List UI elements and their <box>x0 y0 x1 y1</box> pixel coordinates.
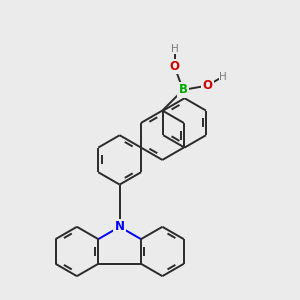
Text: B: B <box>178 83 188 96</box>
Text: N: N <box>115 220 124 233</box>
Text: O: O <box>169 60 180 73</box>
Text: H: H <box>171 44 178 53</box>
Text: O: O <box>202 79 212 92</box>
Text: H: H <box>219 71 227 82</box>
